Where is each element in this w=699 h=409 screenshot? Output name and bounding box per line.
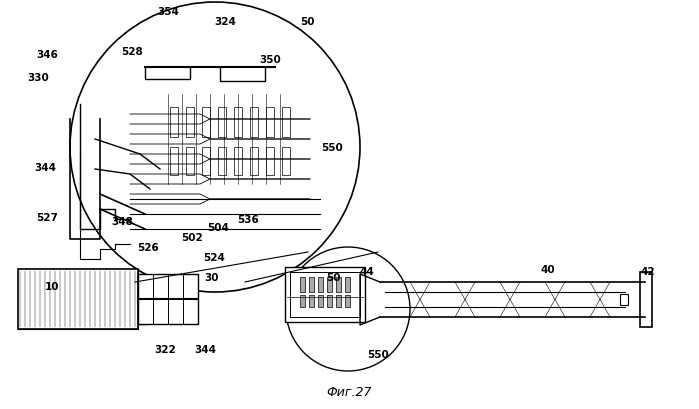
- Bar: [345, 295, 350, 307]
- Bar: [250, 108, 258, 138]
- Bar: [327, 277, 332, 292]
- Bar: [170, 148, 178, 175]
- Text: 344: 344: [194, 344, 216, 354]
- Bar: [620, 294, 628, 305]
- Text: 524: 524: [203, 252, 225, 262]
- Bar: [282, 108, 290, 138]
- Bar: [138, 274, 198, 324]
- Text: 322: 322: [154, 344, 176, 354]
- Bar: [318, 295, 323, 307]
- Text: 350: 350: [259, 55, 281, 65]
- Text: 344: 344: [34, 163, 56, 173]
- Text: 550: 550: [321, 143, 343, 153]
- Text: 504: 504: [207, 222, 229, 232]
- Text: 526: 526: [137, 243, 159, 252]
- Bar: [327, 295, 332, 307]
- Bar: [202, 148, 210, 175]
- Bar: [300, 277, 305, 292]
- Text: 354: 354: [157, 7, 179, 17]
- Bar: [18, 270, 138, 329]
- Text: 550: 550: [367, 349, 389, 359]
- Text: Фиг.27: Фиг.27: [326, 386, 372, 398]
- Text: 44: 44: [359, 266, 375, 276]
- Text: 40: 40: [541, 264, 555, 274]
- Bar: [186, 148, 194, 175]
- Bar: [234, 148, 242, 175]
- Bar: [336, 295, 341, 307]
- Bar: [309, 277, 314, 292]
- Bar: [266, 148, 274, 175]
- Bar: [345, 277, 350, 292]
- Bar: [218, 108, 226, 138]
- Text: 10: 10: [45, 281, 59, 291]
- Bar: [250, 148, 258, 175]
- Bar: [309, 295, 314, 307]
- Text: 502: 502: [181, 232, 203, 243]
- Bar: [300, 295, 305, 307]
- Bar: [285, 267, 365, 322]
- Text: 330: 330: [27, 73, 49, 83]
- Bar: [202, 108, 210, 138]
- Bar: [640, 272, 652, 327]
- Bar: [266, 108, 274, 138]
- Text: 527: 527: [36, 213, 58, 222]
- Bar: [138, 274, 146, 324]
- Bar: [282, 148, 290, 175]
- Text: 50: 50: [326, 272, 340, 282]
- Text: 536: 536: [237, 214, 259, 225]
- Bar: [18, 270, 138, 329]
- Text: 42: 42: [641, 266, 655, 276]
- Bar: [170, 108, 178, 138]
- Bar: [218, 148, 226, 175]
- Text: 346: 346: [36, 50, 58, 60]
- Bar: [318, 277, 323, 292]
- Bar: [186, 108, 194, 138]
- Text: 528: 528: [121, 47, 143, 57]
- Bar: [336, 277, 341, 292]
- Text: 324: 324: [214, 17, 236, 27]
- Bar: [234, 108, 242, 138]
- Text: 30: 30: [205, 272, 219, 282]
- Text: 348: 348: [111, 216, 133, 227]
- Text: 50: 50: [300, 17, 315, 27]
- Bar: [290, 272, 360, 317]
